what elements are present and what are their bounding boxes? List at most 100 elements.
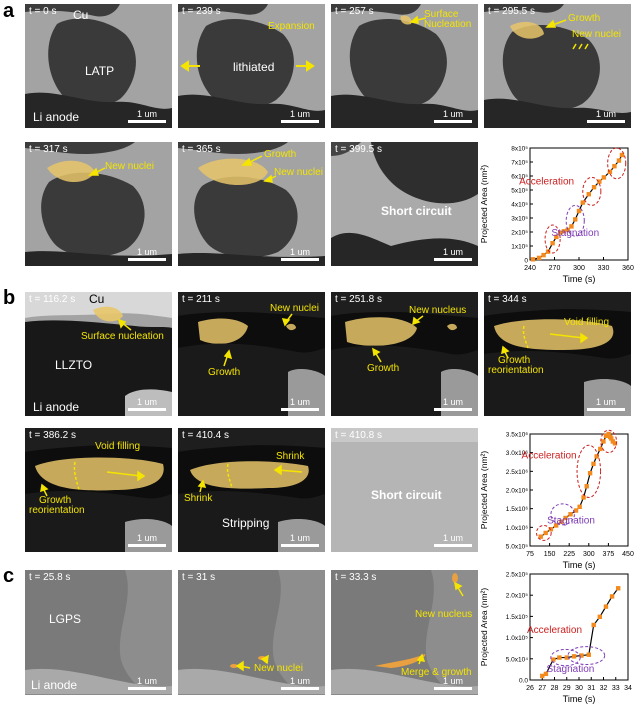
y-tick-label: 1x10⁵ bbox=[511, 244, 528, 251]
data-point bbox=[559, 519, 564, 524]
new-nuclei-annotation: New nuclei bbox=[572, 29, 621, 40]
tem-image bbox=[178, 570, 325, 694]
li-anode-label: Li anode bbox=[31, 678, 78, 692]
y-tick-label: 2x10⁵ bbox=[511, 230, 528, 237]
time-label: t = 344 s bbox=[488, 294, 527, 305]
data-point bbox=[545, 249, 551, 254]
region-ellipse bbox=[600, 429, 618, 454]
data-point bbox=[573, 217, 578, 222]
scale-bar: 1 um bbox=[281, 109, 319, 123]
data-point bbox=[569, 224, 574, 229]
area-vs-time-chart-a: 240 270 300 330 360 0 1x10⁵ 2x10⁵ 3x10⁵ 4x10⁵ 5x10… bbox=[479, 146, 634, 285]
data-point bbox=[584, 484, 589, 489]
time-label: t = 365 s bbox=[182, 144, 221, 155]
time-label: t = 257 s bbox=[335, 6, 374, 17]
data-point bbox=[609, 594, 615, 599]
y-tick-label: 1.5x10⁵ bbox=[506, 614, 529, 621]
panel-label-b: b bbox=[3, 287, 16, 309]
x-tick-label: 34 bbox=[624, 685, 632, 692]
y-tick-label: 0.0 bbox=[519, 678, 528, 685]
data-point bbox=[561, 229, 567, 234]
time-label: t = 317 s bbox=[29, 144, 68, 155]
scale-bar: 1 um bbox=[587, 109, 625, 123]
new-nuclei-annotation: New nuclei bbox=[270, 303, 319, 314]
x-tick-label: 28 bbox=[551, 685, 559, 692]
data-point bbox=[612, 164, 617, 169]
region-ellipse bbox=[582, 176, 602, 206]
time-label: t = 386.2 s bbox=[29, 430, 76, 441]
data-point bbox=[591, 185, 597, 190]
x-tick-label: 30 bbox=[575, 685, 583, 692]
y-tick-label: 4x10⁵ bbox=[511, 202, 528, 209]
tem-frame-a-295s: t = 295.5 s Growth New nuclei 1 um bbox=[484, 4, 631, 128]
data-point bbox=[591, 461, 596, 467]
data-point bbox=[579, 653, 584, 658]
growth-annotation: Growth bbox=[264, 149, 297, 160]
y-tick-label: 5.0x10⁵ bbox=[506, 544, 529, 551]
region-ellipse bbox=[576, 444, 602, 498]
data-point bbox=[581, 495, 586, 500]
latp-label: LATP bbox=[85, 64, 115, 78]
tem-image bbox=[484, 4, 631, 128]
reorientation-annotation: reorientation bbox=[488, 365, 544, 376]
new-nuclei-annotation: New nuclei bbox=[274, 167, 323, 178]
li-anode-label: Li anode bbox=[33, 400, 80, 414]
tem-frame-a-317s: t = 317 s New nuclei 1 um bbox=[25, 142, 172, 266]
time-label: t = 399.5 s bbox=[335, 144, 382, 155]
x-tick-label: 270 bbox=[549, 265, 561, 272]
data-point bbox=[540, 673, 545, 679]
tem-frame-c-31s: t = 31 s New nuclei 1 um bbox=[178, 570, 325, 695]
panel-label-c: c bbox=[3, 565, 15, 587]
tem-frame-a-0s: t = 0 s Cu LATP Li anode 1 um bbox=[25, 4, 172, 128]
x-tick-label: 360 bbox=[622, 265, 634, 272]
new-nucleus-annotation: New nucleus bbox=[409, 305, 467, 316]
y-axis-label: Projected Area (nm²) bbox=[479, 165, 489, 244]
x-tick-label: 375 bbox=[603, 551, 615, 558]
data-point bbox=[551, 657, 556, 662]
short-circuit-label: Short circuit bbox=[371, 488, 442, 502]
stagnation-label: Stagnation bbox=[547, 664, 595, 675]
data-point bbox=[586, 652, 591, 657]
panel-label-a: a bbox=[3, 0, 15, 22]
merge-growth-annotation: Merge & growth bbox=[401, 667, 472, 678]
tem-image bbox=[25, 4, 172, 128]
region-ellipse bbox=[550, 648, 581, 667]
tem-frame-a-257s: t = 257 s Surface Nucleation 1 um bbox=[331, 4, 478, 128]
tem-image bbox=[331, 428, 478, 552]
y-tick-label: 0 bbox=[524, 258, 528, 265]
data-point bbox=[603, 433, 609, 439]
y-tick-label: 7x10⁵ bbox=[511, 160, 528, 167]
tem-frame-b-386s: t = 386.2 s Void filling Growth reorient… bbox=[25, 428, 172, 552]
region-ellipse bbox=[565, 204, 585, 237]
surface-annotation: Surface bbox=[424, 9, 459, 20]
x-tick-label: 27 bbox=[538, 685, 546, 692]
acceleration-label: Acceleration bbox=[519, 176, 574, 187]
data-point bbox=[565, 227, 570, 233]
x-tick-label: 450 bbox=[622, 551, 634, 558]
data-point bbox=[541, 252, 546, 258]
time-label: t = 410.8 s bbox=[335, 430, 382, 441]
time-label: t = 0 s bbox=[29, 6, 57, 17]
y-axis-label: Projected Area (nm²) bbox=[479, 451, 489, 530]
y-tick-label: 3.5x10⁶ bbox=[506, 432, 529, 439]
time-label: t = 116.2 s bbox=[29, 294, 76, 305]
area-vs-time-chart-b: 75 150 225 300 375 450 5.0x10⁵ 1.0x10⁶ 1.5x10⁶ 2.… bbox=[479, 429, 634, 570]
x-tick-label: 150 bbox=[544, 551, 556, 558]
tem-frame-c-25s: t = 25.8 s LGPS Li anode 1 um bbox=[25, 570, 172, 695]
tem-image bbox=[25, 428, 172, 552]
region-ellipse bbox=[607, 147, 627, 180]
tem-image bbox=[178, 428, 325, 552]
data-point bbox=[553, 523, 559, 528]
time-label: t = 295.5 s bbox=[488, 6, 535, 17]
new-nuclei-annotation: New nuclei bbox=[254, 663, 303, 674]
tem-frame-b-211s: t = 211 s New nuclei Growth 1 um bbox=[178, 292, 325, 416]
y-tick-label: 2.0x10⁶ bbox=[506, 488, 529, 495]
x-tick-label: 75 bbox=[526, 551, 534, 558]
scale-bar: 1 um bbox=[281, 397, 319, 411]
scale-bar: 1 um bbox=[128, 247, 166, 261]
data-point bbox=[577, 504, 582, 509]
data-point bbox=[591, 622, 596, 628]
tem-image bbox=[331, 142, 478, 266]
y-tick-label: 5.0x10⁴ bbox=[506, 656, 529, 663]
stripping-label: Stripping bbox=[222, 516, 270, 530]
